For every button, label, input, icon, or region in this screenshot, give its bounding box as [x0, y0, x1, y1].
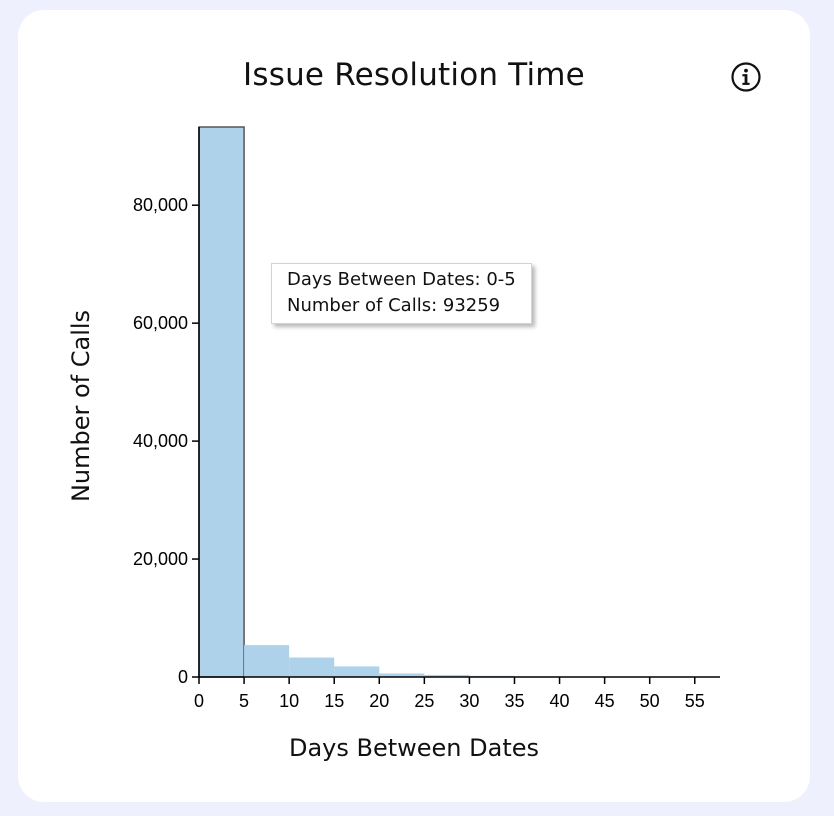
histogram-bar: [289, 657, 335, 677]
chart-title: Issue Resolution Time: [243, 57, 585, 93]
x-tick-label: 5: [239, 691, 249, 711]
info-button[interactable]: [730, 61, 762, 93]
axes-layer: 0 20,000 40,000 60,000 80,000 0 5 10 15 20 25 30 35 4…: [133, 127, 720, 711]
histogram-bar: [244, 645, 290, 677]
x-tick-label: 15: [324, 691, 344, 711]
x-tick-label: 45: [595, 691, 615, 711]
x-tick-label: 30: [459, 691, 479, 711]
tooltip-line-calls: Number of Calls: 93259: [287, 293, 516, 319]
histogram-bar[interactable]: [198, 126, 245, 678]
x-tick-label: 20: [369, 691, 389, 711]
tooltip-calls-value: 93259: [442, 295, 501, 316]
tooltip-line-days: Days Between Dates: 0-5: [287, 267, 516, 293]
histogram-bar: [424, 674, 470, 677]
y-tick-label: 60,000: [133, 313, 188, 333]
bars-layer: [198, 126, 695, 678]
y-axis-title: Number of Calls: [67, 310, 95, 502]
x-tick-label: 55: [685, 691, 705, 711]
x-tick-label: 10: [279, 691, 299, 711]
chart-card: [18, 10, 810, 802]
tooltip-days-value: 0-5: [486, 269, 516, 290]
x-tick-label: 35: [504, 691, 524, 711]
x-tick-label: 40: [550, 691, 570, 711]
y-tick-label: 0: [178, 667, 188, 687]
x-tick-label: 50: [640, 691, 660, 711]
y-tick-label: 40,000: [133, 431, 188, 451]
x-tick-label: 25: [414, 691, 434, 711]
histogram-bar: [379, 673, 425, 677]
histogram-bar: [334, 666, 380, 677]
y-tick-label: 20,000: [133, 549, 188, 569]
tooltip-calls-label: Number of Calls:: [287, 295, 443, 316]
y-tick-label: 80,000: [133, 195, 188, 215]
x-axis-title: Days Between Dates: [289, 734, 539, 762]
info-circle-icon: [731, 62, 761, 92]
tooltip-days-label: Days Between Dates:: [287, 269, 487, 290]
x-tick-label: 0: [194, 691, 204, 711]
bar-tooltip: Days Between Dates: 0-5 Number of Calls:…: [271, 263, 532, 324]
